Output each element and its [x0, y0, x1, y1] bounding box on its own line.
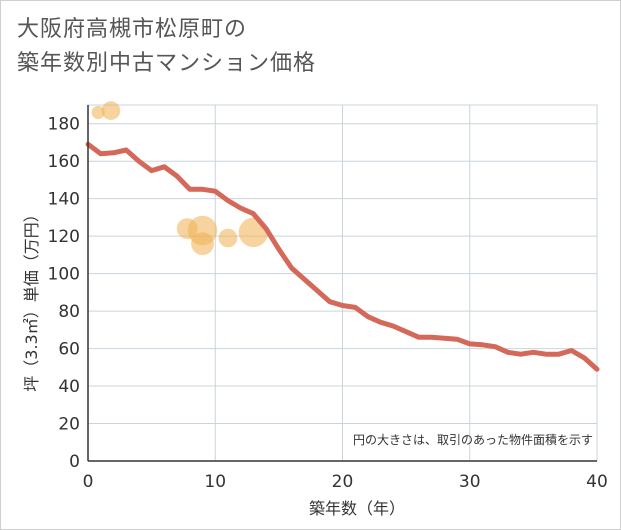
- y-tick-label: 60: [58, 340, 80, 360]
- y-tick-label: 180: [48, 115, 80, 135]
- bubble-point: [101, 101, 121, 120]
- y-tick-label: 120: [48, 227, 80, 247]
- y-tick-label: 20: [58, 415, 80, 435]
- y-tick-label: 160: [48, 152, 80, 172]
- y-tick-label: 140: [48, 190, 80, 210]
- x-tick-label: 20: [332, 472, 354, 492]
- title-line-1: 大阪府高槻市松原町の: [17, 17, 248, 42]
- bubble-point: [91, 105, 105, 120]
- x-axis-label: 築年数（年）: [309, 499, 405, 518]
- y-tick-label: 100: [48, 265, 80, 285]
- y-axis-label: 坪（3.3㎡）単価（万円）: [22, 206, 41, 391]
- bubble-point: [218, 228, 238, 248]
- x-tick-labels: 0 10 20 30 40: [83, 472, 608, 492]
- x-tick-label: 40: [586, 472, 608, 492]
- line-series: [85, 141, 600, 372]
- grid-lines: [87, 104, 598, 462]
- y-tick-label: 40: [58, 377, 80, 397]
- x-tick-label: 30: [459, 472, 481, 492]
- title-line-2: 築年数別中古マンション価格: [17, 51, 317, 76]
- x-tick-label: 0: [83, 472, 94, 492]
- y-tick-label: 0: [69, 452, 80, 472]
- price-line: [85, 141, 600, 372]
- chart-note: 円の大きさは、取引のあった物件面積を示す: [353, 432, 593, 447]
- x-tick-label: 10: [204, 472, 226, 492]
- axes: [87, 105, 597, 462]
- y-tick-label: 80: [58, 302, 80, 322]
- y-tick-labels: 0 20 40 60 80 100 120 140 160 180: [48, 115, 80, 472]
- bubble-point: [191, 232, 214, 256]
- bubble-series: [91, 101, 269, 256]
- chart-title: 大阪府高槻市松原町の 築年数別中古マンション価格: [17, 13, 316, 81]
